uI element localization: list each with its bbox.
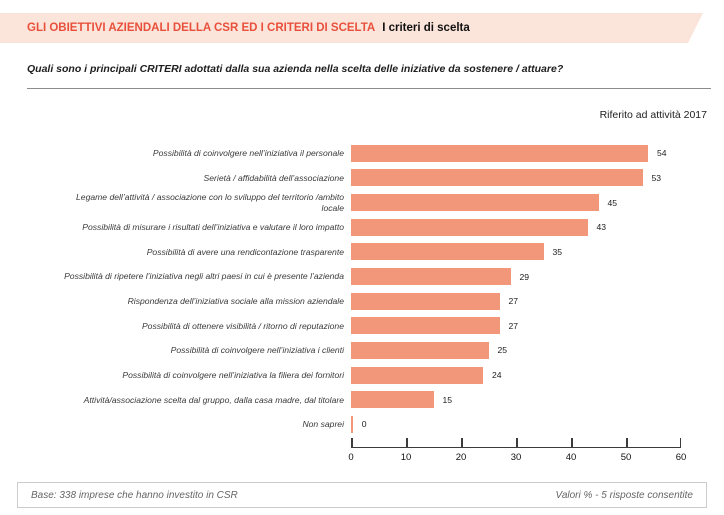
chart-row: Attività/associazione scelta dal gruppo,… [10, 387, 714, 412]
category-label: Non saprei [302, 419, 344, 430]
category-label: Possibilità di coinvolgere nell’iniziati… [122, 369, 344, 380]
category-label: Possibilità di coinvolgere nell’iniziati… [170, 345, 344, 356]
bar [351, 341, 489, 359]
footer-values-note: Valori % - 5 risposte consentite [555, 489, 693, 501]
footer-base-note: Base: 338 imprese che hanno investito in… [31, 489, 238, 501]
value-label: 0 [361, 419, 367, 430]
chart-row: Possibilità di avere una rendicontazione… [10, 240, 714, 265]
axis-tick-label: 10 [400, 452, 412, 463]
bar [351, 194, 599, 212]
category-label: Possibilità di misurare i risultati dell… [82, 222, 344, 233]
axis-tick-label: 40 [565, 452, 577, 463]
axis-tick-label: 0 [348, 452, 354, 463]
value-label: 24 [492, 370, 502, 381]
divider-line [27, 88, 711, 89]
survey-question: Quali sono i principali CRITERI adottati… [27, 63, 564, 75]
x-axis-labels: 0 10 20 30 40 50 60 [348, 452, 686, 466]
axis-tick [406, 438, 408, 447]
category-label: Serietà / affidabilità dell’associazione [203, 172, 344, 183]
chart-row: Possibilità di coinvolgere nell’iniziati… [10, 338, 714, 363]
axis-tick [626, 438, 628, 447]
page-title: GLI OBIETTIVI AZIENDALI DELLA CSR ED I C… [27, 13, 470, 43]
chart-row: Possibilità di coinvolgere nell’iniziati… [10, 363, 714, 388]
chart-rows: Possibilità di coinvolgere nell’iniziati… [10, 141, 714, 437]
bar [351, 218, 588, 236]
axis-tick [679, 438, 681, 447]
header-band [0, 13, 703, 43]
chart-row: Possibilità di coinvolgere nell’iniziati… [10, 141, 714, 166]
bar [351, 243, 544, 261]
value-label: 43 [596, 222, 607, 233]
category-label: Possibilità di ripetere l’iniziativa neg… [64, 271, 344, 282]
category-label: Possibilità di ottenere visibilità / rit… [141, 320, 344, 331]
chart-row: Non saprei 0 [10, 412, 714, 437]
chart-row: Serietà / affidabilità dell’associazione… [10, 166, 714, 191]
value-label: 35 [552, 246, 563, 257]
bar [351, 317, 500, 335]
category-label: Possibilità di avere una rendicontazione… [146, 246, 344, 257]
chart-row: Possibilità di ottenere visibilità / rit… [10, 313, 714, 338]
axis-tick-label: 60 [675, 452, 687, 463]
bar [351, 366, 483, 384]
axis-tick-label: 50 [620, 452, 632, 463]
chart-row: Possibilità di ripetere l’iniziativa neg… [10, 264, 714, 289]
value-label: 53 [651, 172, 662, 183]
axis-tick [351, 438, 353, 447]
bar [351, 292, 500, 310]
chart-row: Rispondenza dell’iniziativa sociale alla… [10, 289, 714, 314]
bar [351, 144, 648, 162]
reference-note: Riferito ad attività 2017 [599, 109, 707, 121]
value-label: 54 [657, 148, 667, 159]
bar [351, 391, 434, 409]
footer-bar: Base: 338 imprese che hanno investito in… [17, 482, 707, 508]
value-label: 27 [508, 320, 519, 331]
value-label: 27 [508, 296, 519, 307]
value-label: 45 [607, 197, 618, 208]
axis-tick [461, 438, 463, 447]
bar [351, 268, 511, 286]
value-label: 29 [519, 271, 530, 282]
x-axis [351, 438, 681, 448]
axis-tick [571, 438, 573, 447]
value-label: 15 [442, 394, 453, 405]
category-label: Rispondenza dell’iniziativa sociale alla… [127, 296, 344, 306]
axis-tick-label: 20 [455, 452, 467, 463]
axis-tick-label: 30 [510, 452, 522, 463]
category-label: Legame dell’attività / associazione con … [76, 192, 344, 213]
bar [351, 169, 643, 187]
page-title-sub: I criteri di scelta [382, 22, 470, 34]
value-label: 25 [497, 345, 508, 356]
bar [351, 415, 353, 433]
category-label: Attività/associazione scelta dal gruppo,… [83, 394, 344, 405]
chart-row: Possibilità di misurare i risultati dell… [10, 215, 714, 240]
category-label: Possibilità di coinvolgere nell’iniziati… [152, 148, 344, 159]
chart-row: Legame dell’attività / associazione con … [10, 190, 714, 215]
page-title-main: GLI OBIETTIVI AZIENDALI DELLA CSR ED I C… [27, 22, 376, 34]
axis-tick [516, 438, 518, 447]
